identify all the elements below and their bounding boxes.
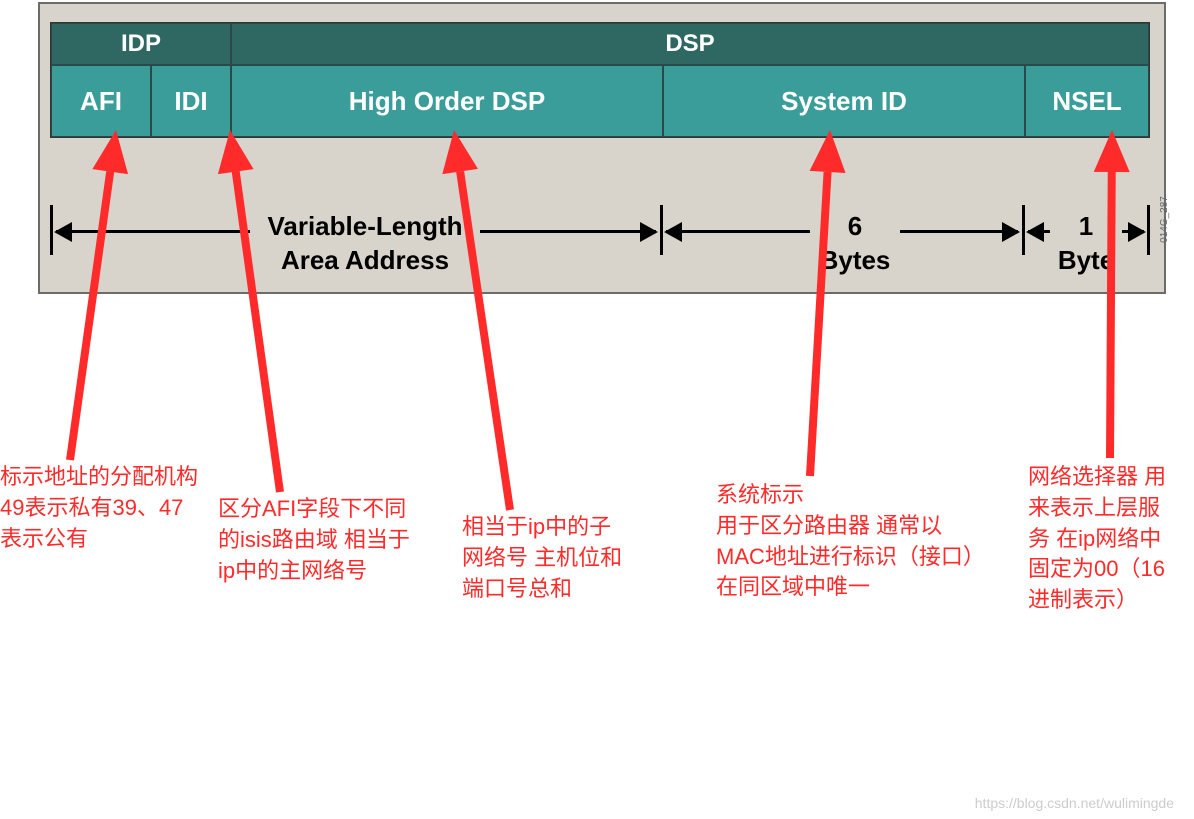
sysid-cell: System ID (663, 65, 1025, 137)
hodsp-cell: High Order DSP (231, 65, 663, 137)
annotation-nsel: 网络选择器 用来表示上层服务 在ip网络中固定为00（16进制表示） (1028, 462, 1178, 616)
dsp-header: DSP (231, 23, 1149, 65)
nsap-table: IDP DSP AFI IDI High Order DSP System ID… (50, 22, 1150, 138)
afi-cell: AFI (51, 65, 151, 137)
annotation-hodsp: 相当于ip中的子网络号 主机位和端口号总和 (462, 512, 632, 604)
dim-tick (1147, 205, 1150, 255)
annotation-sysid: 系统标示用于区分路由器 通常以MAC地址进行标识（接口）在同区域中唯一 (716, 480, 976, 603)
annotation-afi: 标示地址的分配机构49表示私有39、47表示公有 (0, 462, 200, 554)
nsel-cell: NSEL (1025, 65, 1149, 137)
annotation-idi: 区分AFI字段下不同的isis路由域 相当于ip中的主网络号 (218, 494, 418, 586)
dim-label-nsel: 1Byte (1050, 210, 1122, 278)
diagram-frame: IDP DSP AFI IDI High Order DSP System ID… (38, 2, 1166, 294)
dim-tick (660, 205, 663, 255)
field-row: AFI IDI High Order DSP System ID NSEL (51, 65, 1149, 137)
dim-tick (1022, 205, 1025, 255)
watermark: https://blog.csdn.net/wulimingde (975, 795, 1174, 811)
dimension-row: Variable-LengthArea Address 6Bytes 1Byte (50, 190, 1150, 270)
header-row: IDP DSP (51, 23, 1149, 65)
dim-label-area: Variable-LengthArea Address (250, 210, 480, 278)
idi-cell: IDI (151, 65, 231, 137)
dim-label-sysid: 6Bytes (810, 210, 900, 278)
side-code: 014G_287 (1159, 196, 1170, 243)
idp-header: IDP (51, 23, 231, 65)
dim-tick (50, 205, 53, 255)
